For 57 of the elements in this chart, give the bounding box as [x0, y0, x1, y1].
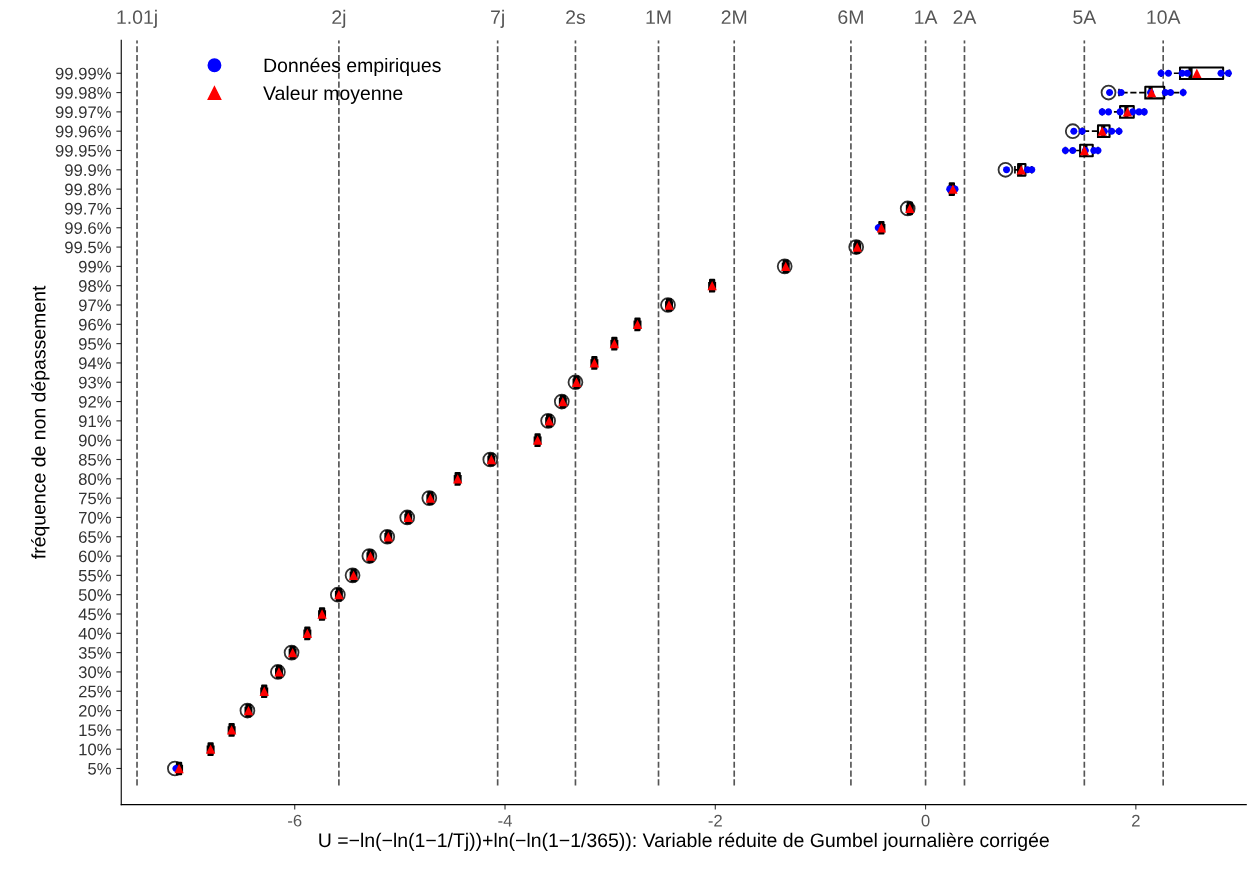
y-tick-label: 99%	[78, 260, 111, 273]
y-tick-label: 96%	[78, 318, 111, 331]
y-tick-label: 95%	[78, 338, 111, 350]
x-tick-label: -2	[708, 814, 722, 827]
y-tick-label: 99.98%	[55, 86, 111, 99]
y-tick-label: 65%	[79, 531, 111, 543]
ref-line-label: 7j	[491, 9, 504, 28]
ref-line-label: 2A	[953, 10, 977, 24]
y-tick-label: 50%	[78, 589, 111, 601]
ref-line-label: 2j	[332, 9, 346, 28]
y-tick-label: 30%	[78, 666, 111, 679]
y-tick-label: 70%	[79, 511, 111, 524]
y-tick-label: 35%	[78, 647, 111, 659]
ref-line-label: 10A	[1147, 10, 1181, 25]
y-tick-label: 25%	[79, 685, 111, 698]
y-tick-label: 55%	[78, 569, 111, 582]
y-tick-label: 10%	[79, 743, 111, 756]
ref-line-label: 1M	[646, 10, 671, 24]
y-tick-label: 60%	[79, 550, 111, 563]
y-tick-label: 91%	[78, 415, 111, 428]
ref-line-label: 1A	[915, 10, 938, 24]
ref-line-label: 5A	[1073, 10, 1097, 25]
x-tick-label: -4	[498, 814, 512, 827]
y-tick-label: 99.8%	[65, 183, 111, 196]
y-tick-label: 99.6%	[65, 222, 111, 234]
legend-label: Données empiriques	[264, 57, 441, 77]
y-tick-label: 99.96%	[55, 125, 111, 138]
x-tick-label: 2	[1132, 814, 1140, 827]
y-tick-label: 92%	[78, 395, 111, 408]
y-tick-label: 15%	[79, 724, 111, 737]
x-tick-label: 0	[921, 814, 930, 827]
y-tick-label: 99.9%	[65, 164, 111, 177]
y-tick-label: 99.5%	[65, 241, 111, 254]
y-tick-label: 40%	[78, 627, 111, 640]
y-tick-label: 99.7%	[65, 202, 111, 215]
y-tick-label: 45%	[78, 608, 111, 621]
y-tick-label: 98%	[78, 280, 111, 292]
y-tick-label: 99.99%	[55, 67, 111, 80]
y-tick-label: 99.95%	[55, 144, 111, 157]
y-tick-label: 93%	[78, 376, 111, 389]
y-tick-label: 94%	[78, 357, 111, 370]
ref-line-label: 2M	[721, 10, 747, 24]
ref-line-label: 2s	[566, 10, 586, 25]
ref-line-label: 1.01j	[117, 9, 157, 28]
x-axis-title: U =−ln(−ln(1−1/Tj))+ln(−ln(1−1/365)): Variable réduite de Gumbel journalière corrigée	[319, 832, 1049, 851]
y-tick-label: 85%	[78, 453, 111, 466]
y-axis-title: fréquence de non dépassement	[31, 285, 50, 559]
y-tick-label: 97%	[78, 299, 111, 312]
y-tick-label: 5%	[88, 762, 111, 775]
x-tick-label: -6	[288, 814, 302, 827]
legend-label: Valeur moyenne	[263, 85, 403, 104]
y-tick-label: 99.97%	[55, 106, 111, 119]
y-tick-label: 90%	[78, 434, 111, 447]
y-tick-label: 80%	[78, 473, 111, 486]
y-tick-label: 20%	[79, 704, 111, 717]
y-tick-label: 75%	[79, 492, 111, 505]
ref-line-label: 6M	[838, 10, 863, 25]
